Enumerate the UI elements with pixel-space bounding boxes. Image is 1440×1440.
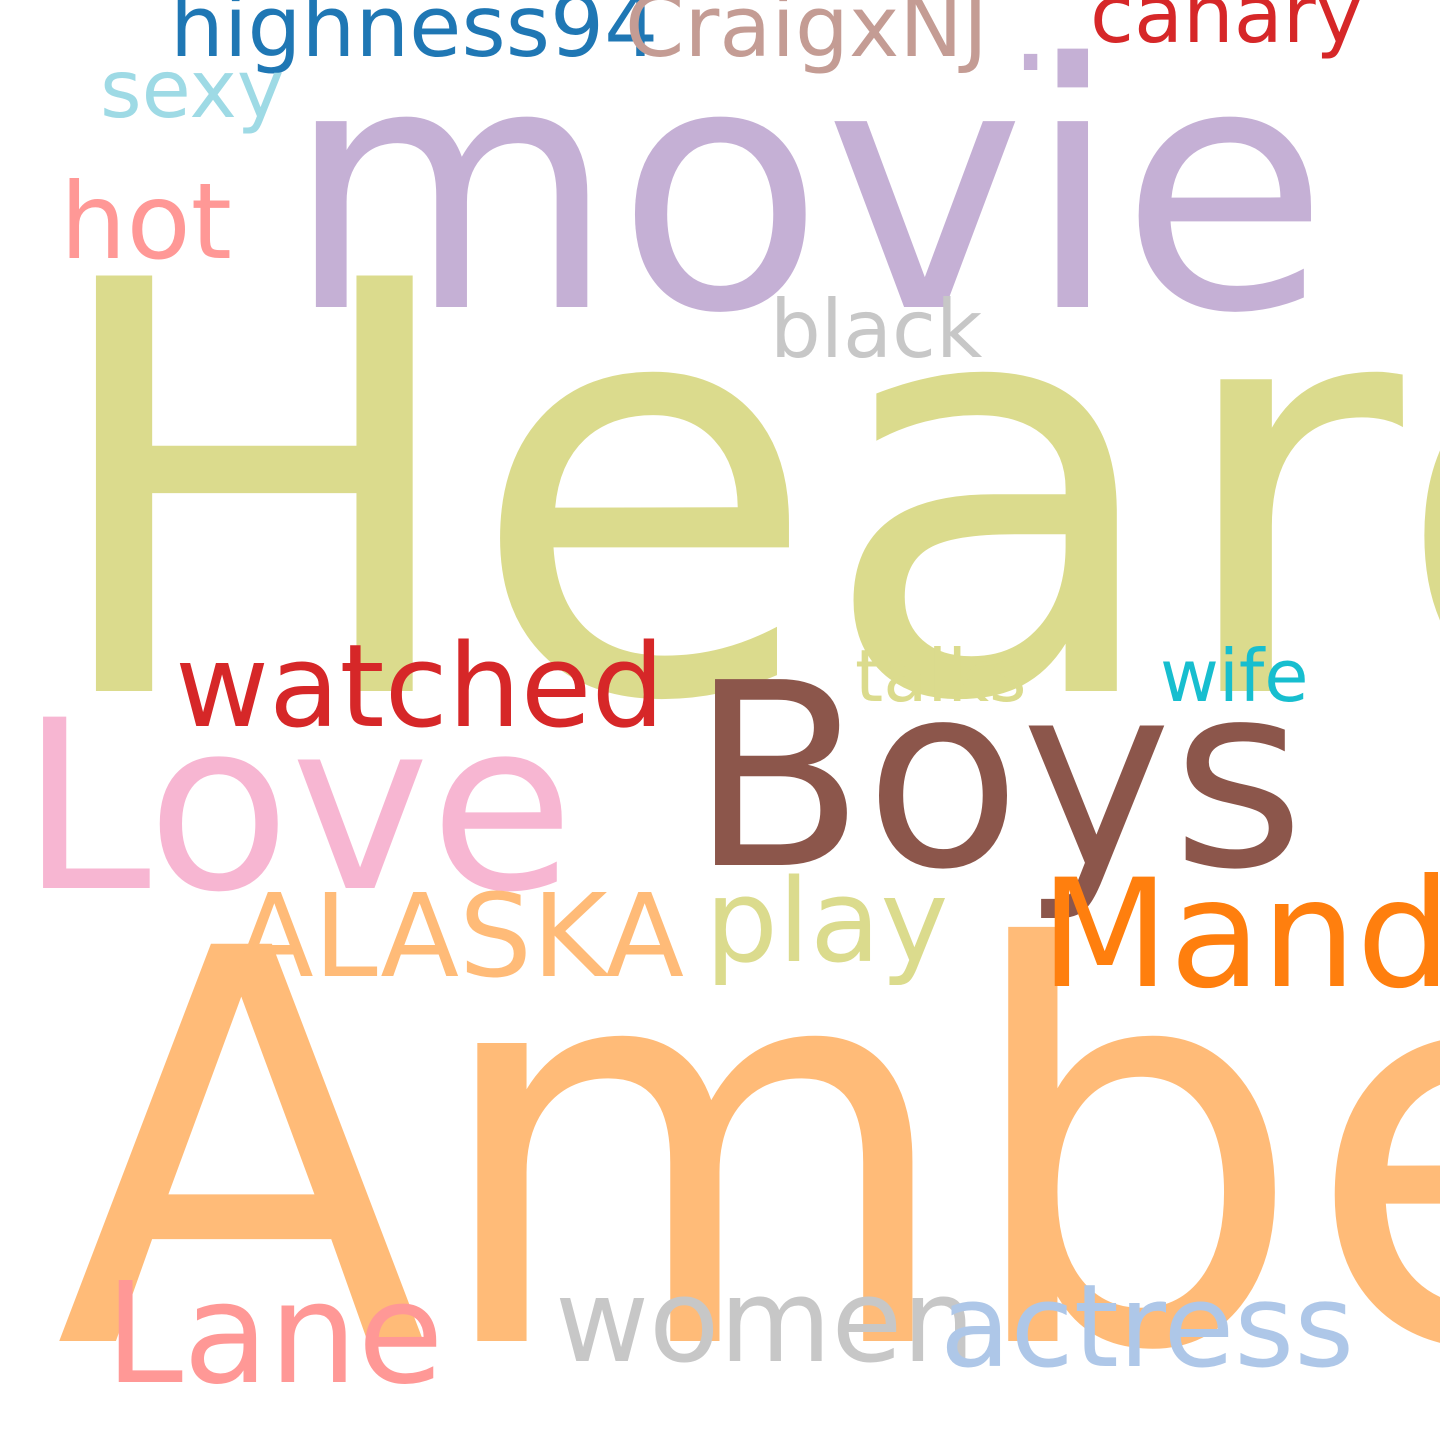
word-craigxnj: CraigxNJ <box>625 0 988 77</box>
word-play: play <box>705 855 949 989</box>
word-movie: movie <box>285 0 1330 388</box>
word-love: Love <box>20 671 575 944</box>
word-lane: Lane <box>105 1253 444 1416</box>
word-sexy: sexy <box>100 43 285 136</box>
word-dot: . <box>1010 0 1052 101</box>
word-canary: canary <box>1090 0 1363 61</box>
word-amber: Amber <box>55 835 1440 1440</box>
word-heard: Heard <box>40 163 1440 826</box>
word-hot: hot <box>60 161 232 283</box>
word-highness94: highness94 <box>170 0 659 77</box>
word-actress: actress <box>940 1260 1355 1394</box>
word-mandy: Mandy <box>1040 848 1440 1022</box>
word-boys: Boys <box>690 629 1305 926</box>
word-talks: talks <box>855 634 1027 718</box>
word-wife: wife <box>1160 634 1309 718</box>
word-women: women <box>555 1255 976 1389</box>
word-alaska: ALASKA <box>235 870 685 1004</box>
word-black: black <box>770 283 983 376</box>
word-watched: watched <box>175 620 665 754</box>
